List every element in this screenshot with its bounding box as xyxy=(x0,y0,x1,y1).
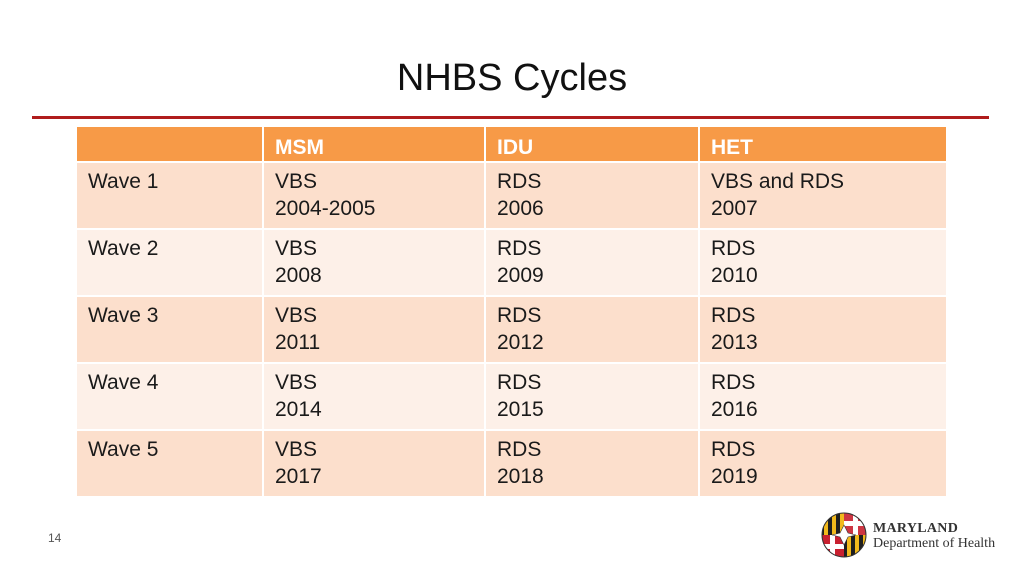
method-text: RDS xyxy=(497,304,542,327)
table-cell: RDS 2016 xyxy=(700,364,946,431)
year-text: 2018 xyxy=(497,465,544,488)
table-row: Wave 3 VBS 2011 RDS 2012 RDS 2013 xyxy=(77,297,946,364)
method-text: RDS xyxy=(711,237,756,260)
table-row: Wave 2 VBS 2008 RDS 2009 RDS 2010 xyxy=(77,230,946,297)
header-cell-msm: MSM xyxy=(264,127,486,163)
maryland-health-logo: MARYLAND Department of Health xyxy=(821,512,1011,560)
year-text: 2010 xyxy=(711,264,758,287)
table-cell: VBS and RDS 2007 xyxy=(700,163,946,230)
table-header-row: MSM IDU HET xyxy=(77,127,946,163)
table-cell: RDS 2006 xyxy=(486,163,700,230)
method-text: RDS xyxy=(497,438,542,461)
method-text: RDS xyxy=(497,237,542,260)
table-cell: RDS 2015 xyxy=(486,364,700,431)
year-text: 2007 xyxy=(711,197,758,220)
year-text: 2014 xyxy=(275,398,322,421)
table-cell: RDS 2010 xyxy=(700,230,946,297)
table-cell: RDS 2012 xyxy=(486,297,700,364)
year-text: 2017 xyxy=(275,465,322,488)
method-text: RDS xyxy=(711,438,756,461)
page-number: 14 xyxy=(48,531,62,545)
year-text: 2004-2005 xyxy=(275,197,376,220)
method-text: VBS xyxy=(275,438,318,461)
year-text: 2006 xyxy=(497,197,544,220)
table-row: Wave 1 VBS 2004-2005 RDS 2006 VBS and RDS 2… xyxy=(77,163,946,230)
table-row: Wave 4 VBS 2014 RDS 2015 RDS 2016 xyxy=(77,364,946,431)
table-cell: RDS 2019 xyxy=(700,431,946,498)
maryland-flag-seal-icon xyxy=(821,512,867,558)
header-cell-het: HET xyxy=(700,127,946,163)
method-text: VBS and RDS xyxy=(711,170,845,193)
year-text: 2015 xyxy=(497,398,544,421)
title-divider xyxy=(32,116,989,119)
method-text: VBS xyxy=(275,304,318,327)
year-text: 2011 xyxy=(275,331,321,354)
header-cell-idu: IDU xyxy=(486,127,700,163)
table-cell: VBS 2004-2005 xyxy=(264,163,486,230)
table-cell: RDS 2013 xyxy=(700,297,946,364)
year-text: 2012 xyxy=(497,331,544,354)
year-text: 2008 xyxy=(275,264,322,287)
nhbs-cycles-table: MSM IDU HET Wave 1 VBS 2004-2005 RDS 2006 … xyxy=(77,127,946,498)
header-cell-empty xyxy=(77,127,264,163)
table-cell: VBS 2017 xyxy=(264,431,486,498)
wave-label: Wave 4 xyxy=(77,364,264,431)
slide-title: NHBS Cycles xyxy=(396,57,628,99)
table-cell: VBS 2014 xyxy=(264,364,486,431)
method-text: RDS xyxy=(497,371,542,394)
year-text: 2013 xyxy=(711,331,758,354)
method-text: VBS xyxy=(275,170,318,193)
logo-department-text: Department of Health xyxy=(873,536,996,551)
method-text: RDS xyxy=(711,304,756,327)
method-text: RDS xyxy=(711,371,756,394)
wave-label: Wave 1 xyxy=(77,163,264,230)
wave-label: Wave 3 xyxy=(77,297,264,364)
year-text: 2016 xyxy=(711,398,758,421)
method-text: VBS xyxy=(275,371,318,394)
wave-label: Wave 2 xyxy=(77,230,264,297)
year-text: 2009 xyxy=(497,264,544,287)
method-text: VBS xyxy=(275,237,318,260)
table-row: Wave 5 VBS 2017 RDS 2018 RDS 2019 xyxy=(77,431,946,498)
table-cell: VBS 2011 xyxy=(264,297,486,364)
year-text: 2019 xyxy=(711,465,758,488)
logo-name-text: MARYLAND xyxy=(873,521,959,536)
table-cell: VBS 2008 xyxy=(264,230,486,297)
table-cell: RDS 2009 xyxy=(486,230,700,297)
wave-label: Wave 5 xyxy=(77,431,264,498)
method-text: RDS xyxy=(497,170,542,193)
table-cell: RDS 2018 xyxy=(486,431,700,498)
